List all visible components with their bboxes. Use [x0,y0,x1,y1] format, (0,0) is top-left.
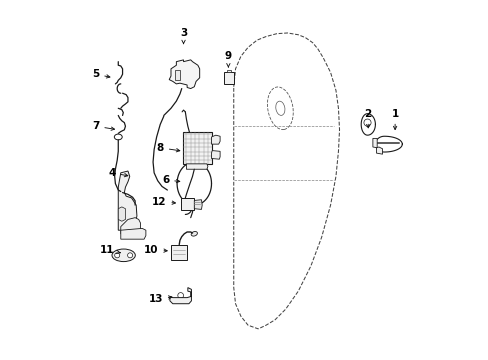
Polygon shape [223,72,233,84]
Polygon shape [169,288,191,304]
Text: 1: 1 [391,109,398,130]
Text: 4: 4 [108,168,127,178]
Text: 2: 2 [364,109,371,128]
Ellipse shape [112,249,135,262]
Circle shape [132,225,136,229]
Circle shape [127,253,132,258]
Polygon shape [118,207,125,221]
Polygon shape [180,198,194,211]
Polygon shape [171,244,187,260]
Polygon shape [169,60,199,89]
Circle shape [178,293,183,298]
Polygon shape [118,171,137,230]
Polygon shape [211,135,220,144]
Text: 13: 13 [148,294,172,304]
Polygon shape [226,69,230,72]
Text: 5: 5 [92,69,110,79]
Polygon shape [376,147,382,154]
Polygon shape [121,218,140,234]
Polygon shape [211,150,220,159]
Circle shape [132,210,136,214]
Text: 7: 7 [92,121,114,131]
Polygon shape [372,138,376,148]
Text: 10: 10 [144,245,167,255]
Polygon shape [121,228,145,239]
Text: 3: 3 [180,28,187,44]
Polygon shape [186,164,207,169]
Ellipse shape [191,231,197,236]
Polygon shape [194,200,202,210]
Circle shape [115,253,120,258]
Polygon shape [183,132,211,164]
Polygon shape [174,69,180,80]
Text: 8: 8 [156,143,180,153]
Text: 9: 9 [224,51,231,67]
Text: 12: 12 [152,197,175,207]
Text: 6: 6 [162,175,180,185]
Text: 11: 11 [100,245,120,255]
